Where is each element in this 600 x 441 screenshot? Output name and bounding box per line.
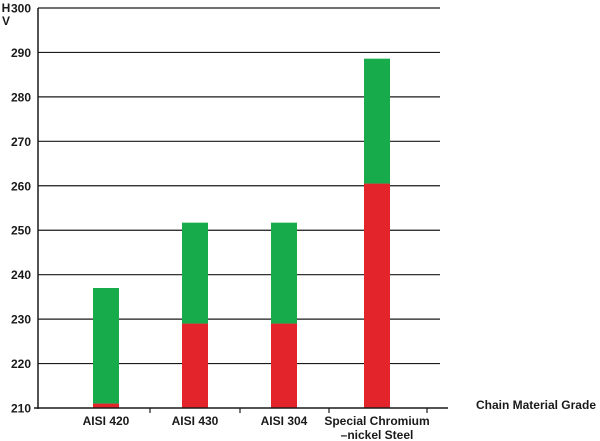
y-tick-label: 300 (11, 2, 31, 16)
bar-lower-3 (364, 183, 390, 408)
y-tick-label: 210 (11, 402, 31, 416)
y-tick-label: 260 (11, 179, 31, 193)
bar-upper-0 (93, 288, 119, 404)
y-axis-title-letter: H (2, 1, 11, 15)
bar-upper-1 (182, 222, 208, 324)
y-tick-label: 240 (11, 268, 31, 282)
x-tick-label: Special Chromium (324, 414, 429, 428)
bar-lower-1 (182, 323, 208, 408)
y-tick-label: 230 (11, 313, 31, 327)
bar-lower-0 (93, 403, 119, 408)
x-tick-label: AISI 420 (83, 414, 130, 428)
bars (93, 58, 390, 408)
y-tick-label: 290 (11, 46, 31, 60)
y-tick-label: 220 (11, 357, 31, 371)
x-axis-title: Chain Material Grade (476, 398, 596, 412)
x-tick-label: AISI 304 (261, 414, 308, 428)
bar-upper-2 (271, 222, 297, 324)
x-tick-label: –nickel Steel (341, 428, 414, 441)
bar-upper-3 (364, 58, 390, 184)
y-tick-label: 280 (11, 90, 31, 104)
axes (34, 8, 448, 413)
y-axis-title-letter: V (2, 14, 10, 28)
labels: 210 220 230 240 250 260 270 280 290 300 AISI 420 AI… (11, 2, 430, 441)
x-tick-label: AISI 430 (172, 414, 219, 428)
bar-lower-2 (271, 323, 297, 408)
y-tick-label: 250 (11, 224, 31, 238)
y-tick-label: 270 (11, 135, 31, 149)
